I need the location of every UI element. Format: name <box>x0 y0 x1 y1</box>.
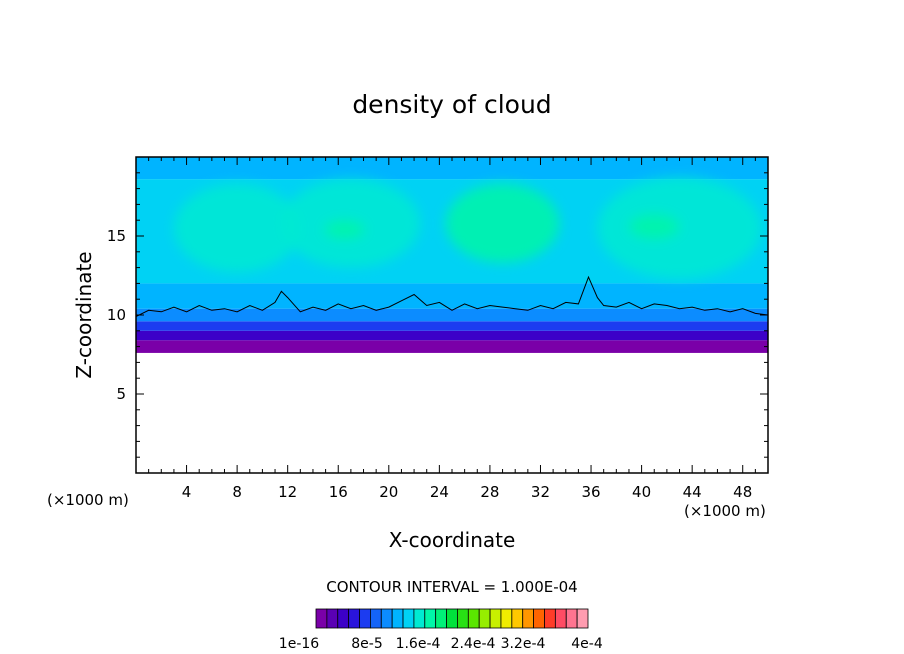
colorbar-swatch <box>315 608 328 629</box>
density-band-7 <box>136 157 768 180</box>
colorbar-labels: 1e-16 8e-5 1.6e-4 2.4e-4 3.2e-4 4e-4 <box>279 636 603 652</box>
x-tick-label: 20 <box>379 483 398 501</box>
x-tick-label: 32 <box>531 483 550 501</box>
x-tick-label: 8 <box>232 483 242 501</box>
colorbar-swatch <box>576 608 589 629</box>
colorbar-swatch <box>457 608 469 629</box>
contour-interval-label: CONTOUR INTERVAL = 1.000E-04 <box>326 578 577 596</box>
density-band-1 <box>136 340 768 353</box>
density-band-5 <box>136 283 768 309</box>
colorbar-swatch <box>402 608 415 629</box>
y-axis-ticks: 5 10 15 <box>107 172 768 458</box>
x-tick-label: 40 <box>632 483 651 501</box>
density-band-0 <box>136 352 768 473</box>
colorbar-swatch <box>435 608 447 629</box>
colorbar-tick-label: 1e-16 <box>279 636 319 652</box>
colorbar-swatch <box>369 608 382 629</box>
colorbar-swatch <box>413 608 426 629</box>
colorbar-swatch <box>446 608 458 629</box>
bright-regions <box>173 177 762 279</box>
density-band-3 <box>136 321 768 331</box>
colorbar-swatch <box>348 608 360 629</box>
density-band-4 <box>136 308 768 322</box>
colorbar-swatch <box>554 608 567 629</box>
colorbar-tick-label: 2.4e-4 <box>451 636 496 652</box>
colorbar-swatch <box>489 608 502 629</box>
colorbar-swatch <box>424 608 437 629</box>
colorbar-swatch <box>467 608 480 629</box>
colorbar-swatch <box>511 608 524 629</box>
x-axis-ticks: 4 8 12 16 20 24 28 32 36 40 44 48 <box>148 157 756 501</box>
colorbar-swatch <box>326 608 339 629</box>
y-tick-label: 10 <box>107 306 126 324</box>
bright-region-0 <box>173 183 301 273</box>
chart-title: density of cloud <box>352 90 551 119</box>
x-tick-label: 48 <box>733 483 752 501</box>
x-unit-label-right: (×1000 m) <box>684 502 766 520</box>
y-axis-label: Z-coordinate <box>72 251 96 378</box>
x-tick-label: 28 <box>480 483 499 501</box>
colorbar-swatch <box>500 608 513 629</box>
colorbar-swatch <box>522 608 534 629</box>
colorbar-tick-label: 1.6e-4 <box>396 636 441 652</box>
colorbar-tick-label: 3.2e-4 <box>501 636 546 652</box>
x-tick-label: 16 <box>329 483 348 501</box>
colorbar <box>315 608 589 629</box>
plot-area <box>136 157 768 473</box>
bright-region-4 <box>324 220 365 240</box>
y-tick-label: 15 <box>107 227 126 245</box>
bright-region-2 <box>445 183 560 263</box>
x-tick-label: 36 <box>581 483 600 501</box>
colorbar-swatch <box>380 608 393 629</box>
colorbar-swatch <box>391 608 404 629</box>
density-band-2 <box>136 330 768 341</box>
colorbar-swatch <box>478 608 491 629</box>
colorbar-swatch <box>337 608 350 629</box>
x-axis-label: X-coordinate <box>389 528 516 552</box>
bright-region-3 <box>597 177 762 279</box>
colorbar-tick-label: 4e-4 <box>571 636 603 652</box>
colorbar-tick-label: 8e-5 <box>351 636 382 652</box>
x-tick-label: 4 <box>182 483 192 501</box>
x-tick-label: 44 <box>683 483 702 501</box>
y-tick-label: 5 <box>116 385 126 403</box>
contour-line <box>136 275 768 318</box>
colorbar-swatch <box>565 608 578 629</box>
x-tick-label: 24 <box>430 483 449 501</box>
x-tick-label: 12 <box>278 483 297 501</box>
bright-region-5 <box>628 213 680 240</box>
colorbar-swatch <box>544 608 556 629</box>
colorbar-swatch <box>359 608 371 629</box>
x-unit-label-left: (×1000 m) <box>47 491 129 509</box>
colorbar-swatch <box>533 608 545 629</box>
